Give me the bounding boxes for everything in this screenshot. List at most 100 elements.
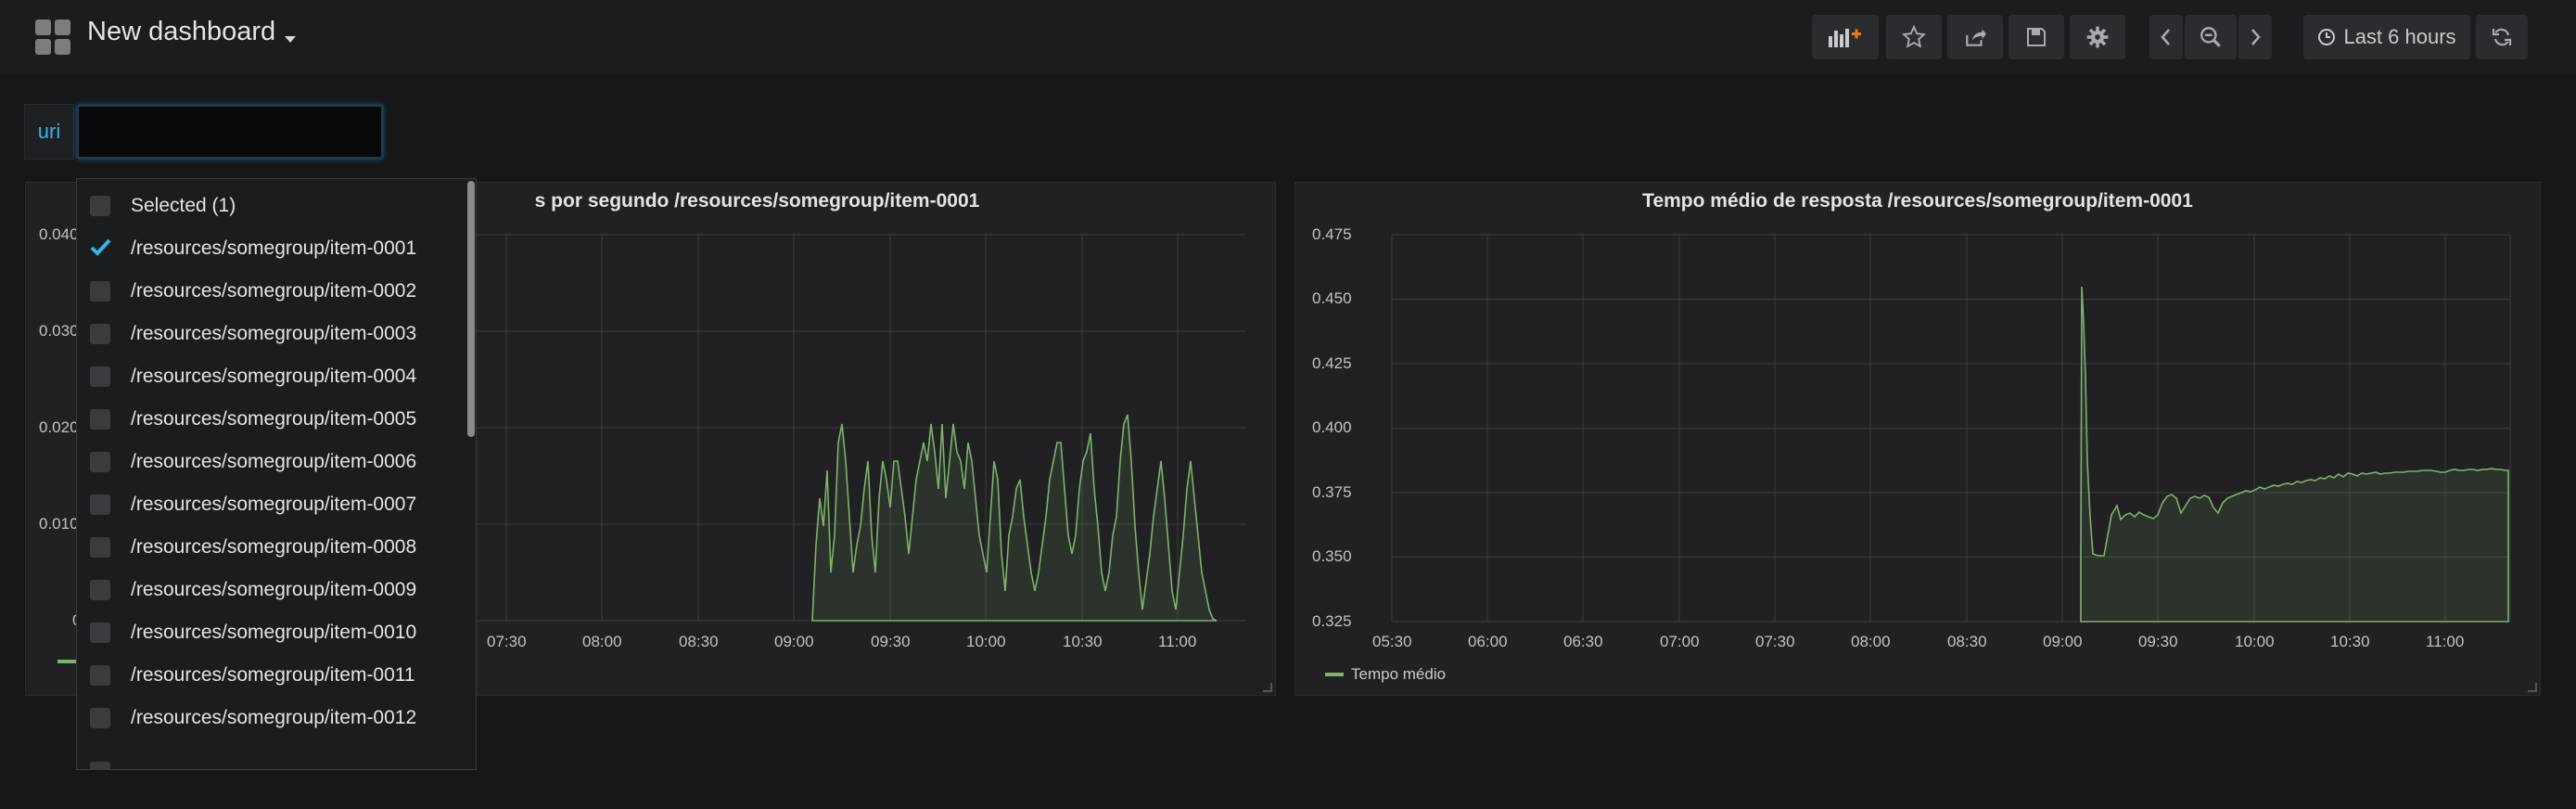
y-tick: 0.450 xyxy=(1312,289,1352,307)
checkbox[interactable] xyxy=(90,452,110,472)
dropdown-option-label: /resources/somegroup/item-0009 xyxy=(131,579,417,600)
star-button[interactable] xyxy=(1886,15,1942,59)
time-range-label: Last 6 hours xyxy=(2343,25,2456,48)
dropdown-selected-label: Selected (1) xyxy=(131,195,236,216)
gear-icon xyxy=(2086,26,2109,48)
x-tick: 07:30 xyxy=(1755,633,1795,650)
checkbox[interactable] xyxy=(90,409,110,430)
uri-variable-label: uri xyxy=(24,104,74,160)
time-back-button[interactable] xyxy=(2149,15,2183,59)
dropdown-scrollbar[interactable] xyxy=(467,181,475,437)
checkbox[interactable] xyxy=(90,623,110,643)
save-button[interactable] xyxy=(2009,15,2064,59)
x-tick: 08:30 xyxy=(679,633,719,650)
dropdown-option[interactable]: /resources/somegroup/item-0003 xyxy=(77,313,457,355)
checkbox[interactable] xyxy=(90,762,110,769)
panel-title[interactable]: s por segundo /resources/somegroup/item-… xyxy=(534,190,980,212)
y-tick: 0.475 xyxy=(1312,225,1352,243)
top-navbar: New dashboard Last 6 hours xyxy=(0,0,2576,74)
response-time-chart xyxy=(1391,234,2511,623)
checkbox[interactable] xyxy=(90,196,110,216)
settings-button[interactable] xyxy=(2070,15,2125,59)
dropdown-option[interactable]: /resources/somegroup/item-0012 xyxy=(77,697,457,739)
x-tick: 07:00 xyxy=(1660,633,1700,650)
dropdown-option[interactable]: /resources/somegroup/item-0005 xyxy=(77,398,457,441)
chevron-right-icon xyxy=(2251,29,2261,45)
check-icon xyxy=(90,238,111,256)
checkbox[interactable] xyxy=(90,494,110,515)
panel-title[interactable]: Tempo médio de resposta /resources/someg… xyxy=(1642,190,2193,212)
y-tick: 0.325 xyxy=(1312,612,1352,630)
dropdown-option-label: /resources/somegroup/item-0001 xyxy=(131,238,417,259)
dropdown-option[interactable]: /resources/somegroup/item-0011 xyxy=(77,654,457,697)
refresh-button[interactable] xyxy=(2476,15,2528,59)
y-tick: 0.030 xyxy=(39,322,79,340)
x-tick: 10:00 xyxy=(2235,633,2275,650)
checkbox[interactable] xyxy=(90,708,110,728)
legend-item[interactable] xyxy=(57,660,76,663)
add-panel-button[interactable] xyxy=(1812,15,1879,59)
checkbox[interactable] xyxy=(90,580,110,600)
dropdown-option[interactable]: /resources/somegroup/item-0004 xyxy=(77,355,457,398)
add-panel-icon xyxy=(1829,29,1861,47)
checkbox[interactable] xyxy=(90,281,110,302)
dropdown-option[interactable]: /resources/somegroup/item-0007 xyxy=(77,483,457,526)
refresh-icon xyxy=(2492,28,2512,46)
dropdown-option[interactable]: /resources/somegroup/item-0006 xyxy=(77,441,457,483)
response-time-panel[interactable]: Tempo médio de resposta /resources/someg… xyxy=(1294,182,2541,696)
star-icon xyxy=(1902,25,1926,48)
dropdown-option[interactable]: /resources/somegroup/item-0010 xyxy=(77,611,457,654)
time-range-picker[interactable]: Last 6 hours xyxy=(2303,15,2470,59)
x-tick: 10:30 xyxy=(2330,633,2370,650)
clock-icon xyxy=(2318,29,2336,45)
dropdown-option-label: /resources/somegroup/item-0004 xyxy=(131,366,417,387)
dropdown-option[interactable]: /resources/somegroup/item-0002 xyxy=(77,270,457,313)
panel-resize-handle[interactable] xyxy=(2528,683,2537,692)
x-tick: 10:00 xyxy=(966,633,1006,650)
dropdown-option-label: /resources/somegroup/item-0002 xyxy=(131,280,417,302)
dropdown-selected-toggle[interactable]: Selected (1) xyxy=(77,185,457,227)
x-tick: 07:30 xyxy=(487,633,527,650)
checkbox[interactable] xyxy=(90,324,110,344)
x-tick: 06:30 xyxy=(1563,633,1603,650)
legend-item[interactable]: Tempo médio xyxy=(1325,665,1446,684)
checkbox[interactable] xyxy=(90,665,110,686)
x-tick: 09:00 xyxy=(2043,633,2083,650)
checkbox[interactable] xyxy=(90,366,110,387)
dropdown-option-label: /resources/somegroup/item-0005 xyxy=(131,408,417,430)
dropdown-option-label: /resources/somegroup/item-0012 xyxy=(131,707,417,728)
y-tick: 0.020 xyxy=(39,418,79,436)
chevron-left-icon xyxy=(2161,29,2170,45)
x-tick: 08:00 xyxy=(1851,633,1891,650)
dropdown-option-label: /resources/somegroup/item-0007 xyxy=(131,494,417,515)
share-button[interactable] xyxy=(1947,15,2003,59)
uri-variable-input[interactable] xyxy=(76,104,384,160)
time-forward-button[interactable] xyxy=(2238,15,2272,59)
x-tick: 11:00 xyxy=(1158,633,1197,650)
x-tick: 09:00 xyxy=(774,633,814,650)
checkbox-checked[interactable] xyxy=(90,238,111,259)
x-tick: 05:30 xyxy=(1372,633,1412,650)
checkbox[interactable] xyxy=(90,537,110,558)
y-tick: 0.010 xyxy=(39,515,79,533)
dropdown-option[interactable] xyxy=(77,751,457,769)
dropdown-option[interactable]: /resources/somegroup/item-0001 xyxy=(77,227,457,270)
zoom-out-button[interactable] xyxy=(2185,15,2237,59)
y-tick: 0.375 xyxy=(1312,483,1352,501)
dashboard-grid-icon[interactable] xyxy=(35,19,70,55)
legend-swatch xyxy=(1325,673,1344,676)
x-tick: 10:30 xyxy=(1063,633,1103,650)
dropdown-option-label: /resources/somegroup/item-0011 xyxy=(131,664,415,686)
x-tick: 11:00 xyxy=(2426,633,2465,650)
y-tick: 0.350 xyxy=(1312,547,1352,565)
share-icon xyxy=(1966,29,1986,46)
legend-swatch xyxy=(57,660,76,663)
zoom-out-icon xyxy=(2200,27,2221,47)
dropdown-option[interactable]: /resources/somegroup/item-0009 xyxy=(77,569,457,611)
y-tick: 0.400 xyxy=(1312,418,1352,436)
panel-resize-handle[interactable] xyxy=(1263,683,1272,692)
dashboard-title[interactable]: New dashboard xyxy=(87,17,297,47)
dropdown-option[interactable]: /resources/somegroup/item-0008 xyxy=(77,526,457,569)
dropdown-option-label: /resources/somegroup/item-0010 xyxy=(131,622,417,643)
save-icon xyxy=(2027,28,2046,46)
